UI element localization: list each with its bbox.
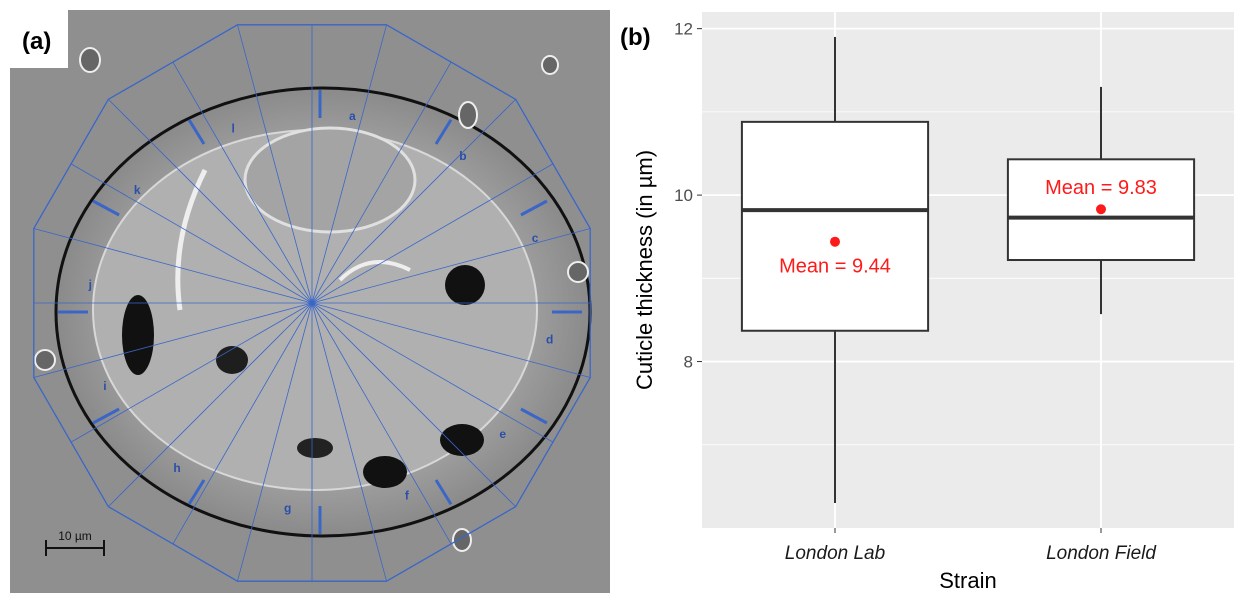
y-tick-label: 12	[674, 20, 693, 39]
mean-label: Mean = 9.44	[779, 256, 891, 278]
segment-label-e: e	[499, 427, 506, 441]
radial-line	[33, 228, 313, 304]
mean-label: Mean = 9.83	[1045, 177, 1157, 199]
segment-label-b: b	[459, 149, 466, 163]
dark-inclusion	[297, 438, 333, 458]
segment-spoke	[311, 61, 452, 304]
radial-line	[108, 302, 313, 507]
panel-tag-box	[10, 10, 68, 68]
radial-line	[311, 99, 516, 304]
micrograph-panel: a b c d e f g h i j k l 10 µm (a)	[10, 10, 610, 593]
particle	[567, 261, 589, 283]
segment-spoke	[311, 302, 452, 545]
y-tick-label: 10	[674, 186, 693, 205]
segment-spoke	[311, 163, 554, 304]
segment-label-d: d	[546, 333, 553, 347]
radial-line	[237, 302, 313, 582]
thickness-measure	[520, 199, 548, 217]
particle	[458, 101, 478, 129]
particle	[541, 55, 559, 75]
boxes: Mean = 9.44 Mean = 9.83	[740, 36, 1196, 504]
segment-label-i: i	[103, 379, 106, 393]
thickness-measure	[187, 118, 206, 145]
x-tick-label: London Field	[1046, 543, 1157, 564]
thickness-measure	[92, 199, 120, 217]
x-tick-label: London Lab	[785, 543, 885, 564]
thickness-measure	[434, 479, 453, 506]
thickness-measure	[434, 118, 453, 145]
segment-label-c: c	[532, 231, 539, 245]
radial-line	[311, 302, 387, 582]
scale-bar: 10 µm	[45, 529, 105, 556]
axes: 8 10 12 London Lab London Field	[674, 20, 1157, 564]
segment-spoke	[311, 302, 554, 443]
particle	[452, 528, 472, 552]
segment-spoke	[70, 163, 313, 304]
radial-line	[33, 302, 313, 378]
segment-label-j: j	[88, 277, 92, 291]
dark-inclusion	[445, 265, 485, 305]
micrograph: a b c d e f g h i j k l 10 µm	[10, 10, 610, 593]
dark-inclusion	[363, 456, 407, 488]
dark-inclusion	[440, 424, 484, 456]
radial-line	[237, 24, 313, 304]
particle	[79, 47, 101, 73]
radial-line	[311, 228, 591, 304]
segment-label-h: h	[173, 461, 180, 475]
thickness-measure	[520, 407, 548, 425]
x-axis-label: Strain	[939, 568, 996, 593]
segment-spoke	[70, 302, 313, 443]
panel-tag-b: (b)	[620, 24, 651, 51]
radial-line	[311, 24, 387, 304]
dark-inclusion	[216, 346, 248, 374]
particle	[34, 349, 56, 371]
radial-line	[311, 302, 516, 507]
interior-ridge	[338, 260, 411, 282]
boxplot-panel: (b) Mean = 9.44 Mean = 9.83 8 10 12 London L…	[612, 0, 1236, 594]
interior-ridge	[175, 168, 208, 311]
segment-label-l: l	[231, 121, 234, 135]
boxplot-chart: Mean = 9.44 Mean = 9.83 8 10 12 London Lab Lo…	[632, 12, 1234, 593]
iqr-box	[740, 120, 930, 332]
y-axis-label: Cuticle thickness (in µm)	[632, 150, 657, 390]
scale-bar-label: 10 µm	[58, 529, 92, 543]
thickness-measure	[187, 479, 206, 506]
radial-line	[108, 99, 313, 304]
segment-label-g: g	[284, 501, 291, 515]
mean-point	[1096, 204, 1106, 215]
segment-label-f: f	[405, 489, 410, 503]
measurement-overlay: a b c d e f g h i j k l	[33, 24, 591, 582]
segment-label-k: k	[134, 183, 141, 197]
thickness-measure	[92, 407, 120, 425]
segment-label-a: a	[349, 109, 356, 123]
radial-line	[311, 302, 591, 378]
segment-spoke	[172, 61, 313, 304]
panel-tag-a: (a)	[22, 28, 52, 55]
dark-inclusion	[122, 295, 154, 375]
mean-point	[830, 236, 840, 247]
y-tick-label: 8	[684, 353, 693, 372]
interior-structure	[243, 126, 417, 234]
segment-spoke	[172, 302, 313, 545]
